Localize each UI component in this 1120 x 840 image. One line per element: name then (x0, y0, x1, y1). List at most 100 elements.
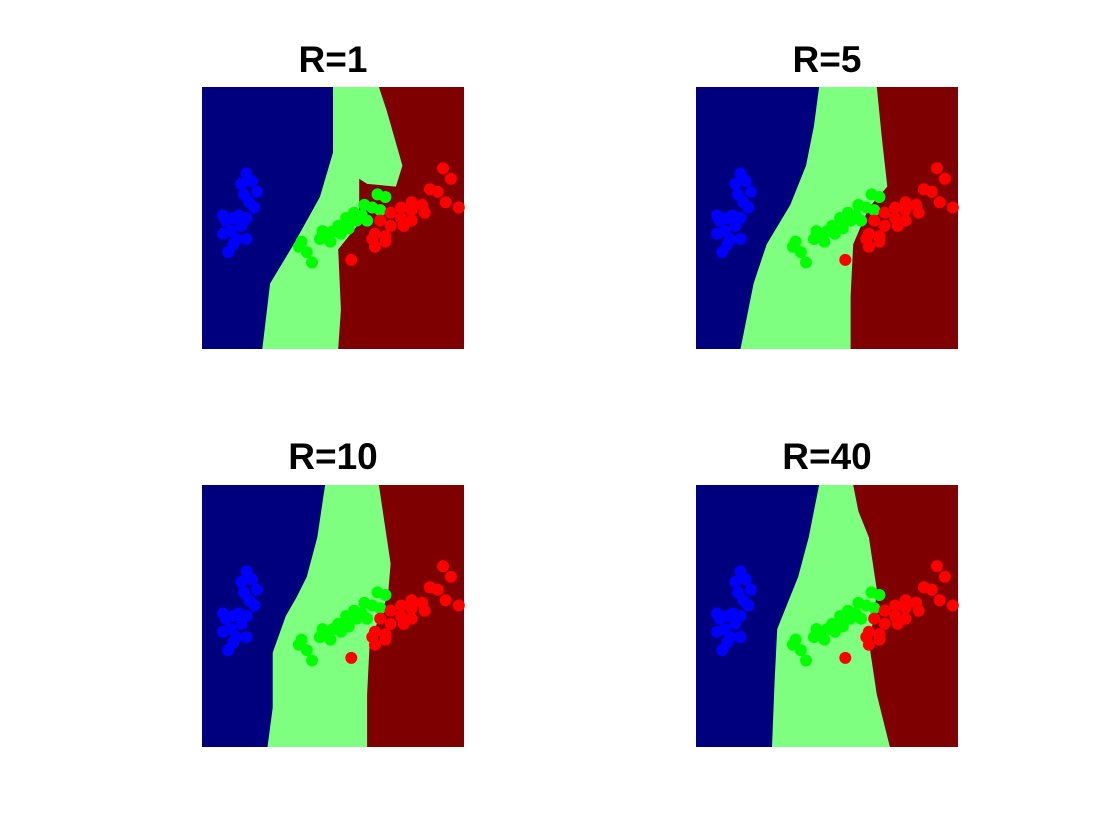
data-point-class-1 (245, 573, 258, 586)
data-point-class-1 (240, 233, 253, 245)
data-point-class-1 (742, 599, 755, 612)
data-point-class-2 (361, 612, 374, 625)
data-point-class-2 (300, 246, 313, 259)
data-point-class-2 (794, 644, 807, 657)
data-point-class-3 (368, 240, 381, 253)
data-point-class-3 (839, 253, 852, 266)
data-point-class-1 (711, 625, 723, 638)
data-point-class-3 (418, 206, 431, 219)
data-point-class-2 (334, 227, 347, 240)
data-point-class-1 (235, 177, 248, 190)
data-point-class-1 (742, 201, 755, 214)
data-point-class-1 (245, 175, 258, 188)
subplot-4-title: R=40 (782, 436, 871, 477)
data-point-class-3 (437, 162, 449, 175)
data-point-class-3 (868, 612, 881, 625)
region-class-1 (696, 87, 820, 349)
data-point-class-2 (374, 602, 387, 615)
data-point-class-3 (938, 172, 951, 185)
data-point-class-2 (828, 227, 841, 240)
data-point-class-3 (452, 599, 465, 612)
data-point-class-2 (855, 214, 868, 227)
subplot-1-plot-area (202, 87, 465, 349)
data-point-class-3 (946, 599, 959, 612)
data-point-class-2 (374, 204, 387, 217)
subplot-1: R=1 (202, 39, 465, 349)
data-point-class-1 (729, 177, 742, 190)
data-point-class-2 (334, 625, 347, 638)
data-point-class-3 (889, 599, 902, 612)
region-class-1 (202, 485, 326, 747)
data-point-class-2 (300, 644, 313, 657)
data-point-class-3 (899, 602, 912, 615)
subplot-2: R=5 (696, 39, 959, 349)
data-point-class-3 (873, 633, 886, 646)
data-point-class-1 (729, 219, 742, 232)
data-point-class-3 (891, 219, 904, 232)
data-point-class-1 (219, 612, 232, 625)
data-point-class-3 (925, 185, 938, 198)
data-point-class-3 (418, 604, 431, 617)
data-point-class-2 (818, 235, 831, 248)
data-point-class-3 (395, 201, 408, 214)
data-point-class-3 (862, 638, 875, 651)
data-point-class-1 (745, 583, 757, 596)
data-point-class-3 (925, 583, 938, 596)
data-point-class-3 (374, 612, 387, 625)
data-point-class-3 (384, 219, 397, 232)
data-point-class-2 (807, 233, 820, 245)
subplot-2-plot-area (696, 87, 959, 349)
data-point-class-2 (800, 654, 812, 667)
data-point-class-3 (878, 604, 891, 617)
data-point-class-1 (222, 644, 235, 657)
data-point-class-2 (807, 631, 820, 643)
data-point-class-1 (711, 227, 723, 240)
data-point-class-3 (912, 604, 925, 617)
data-point-class-2 (844, 612, 857, 625)
data-point-class-1 (217, 227, 229, 240)
data-point-class-3 (889, 201, 902, 214)
data-point-class-2 (834, 610, 847, 622)
region-class-1 (696, 485, 820, 747)
data-point-class-1 (739, 175, 752, 188)
data-point-class-3 (384, 617, 397, 630)
data-point-class-2 (800, 256, 812, 269)
data-point-class-3 (395, 599, 408, 612)
data-point-class-2 (313, 631, 326, 643)
data-point-class-2 (379, 191, 392, 203)
data-point-class-3 (397, 219, 410, 232)
subplot-4-plot-area (696, 485, 959, 747)
data-point-class-1 (248, 201, 261, 214)
data-point-class-1 (745, 185, 757, 198)
data-point-class-1 (713, 214, 726, 227)
data-point-class-2 (361, 214, 374, 227)
data-point-class-3 (345, 651, 358, 664)
data-point-class-3 (379, 235, 392, 248)
data-point-class-2 (306, 256, 318, 269)
region-class-1 (202, 87, 333, 349)
data-point-class-1 (251, 185, 263, 198)
data-point-class-1 (713, 612, 726, 625)
data-point-class-2 (834, 212, 847, 224)
data-point-class-1 (217, 625, 229, 638)
data-point-class-3 (405, 204, 418, 217)
data-point-class-2 (313, 233, 326, 245)
data-point-class-1 (248, 599, 261, 612)
data-point-class-1 (716, 644, 729, 657)
data-point-class-1 (729, 575, 742, 588)
data-point-class-3 (397, 617, 410, 630)
data-point-class-3 (384, 604, 397, 617)
data-point-class-2 (350, 214, 363, 227)
data-point-class-2 (844, 214, 857, 227)
data-point-class-3 (873, 235, 886, 248)
data-point-class-2 (828, 625, 841, 638)
data-point-class-3 (374, 214, 387, 227)
data-point-class-3 (379, 633, 392, 646)
data-point-class-3 (444, 570, 457, 583)
data-point-class-3 (933, 196, 946, 209)
subplot-3-plot-area (202, 485, 465, 747)
data-point-class-1 (739, 573, 752, 586)
data-point-class-3 (431, 583, 444, 596)
data-point-class-1 (235, 219, 248, 232)
subplot-3-title: R=10 (288, 436, 377, 477)
